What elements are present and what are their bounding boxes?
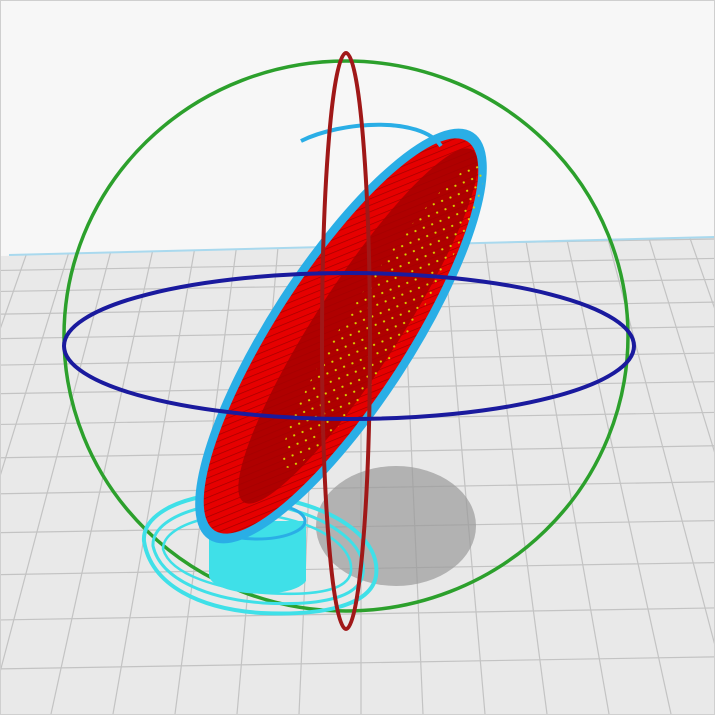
rotate-ring-y[interactable] xyxy=(62,59,630,613)
rotate-ring-z[interactable] xyxy=(62,271,636,421)
model-disc[interactable] xyxy=(152,97,531,576)
rotate-ring-x[interactable] xyxy=(320,51,372,631)
model-shadow xyxy=(316,466,476,586)
